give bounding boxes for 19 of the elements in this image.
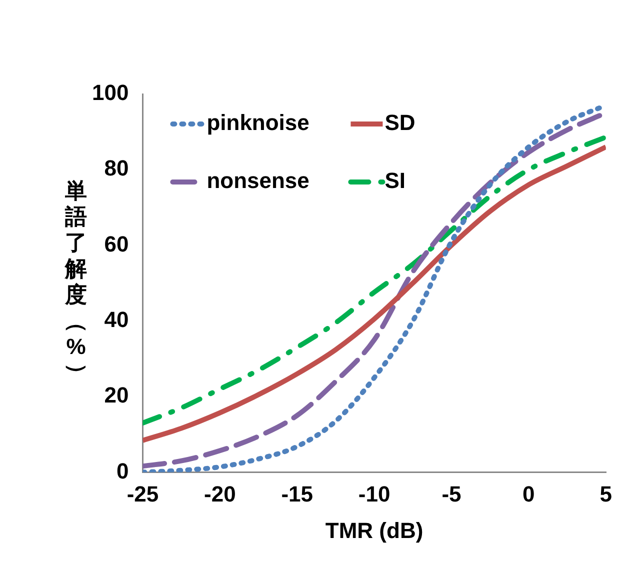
y-tick-label: 40 [104, 306, 129, 332]
x-tick-label: -20 [204, 481, 236, 506]
x-tick-label: 5 [600, 481, 612, 506]
x-tick-label: -25 [126, 481, 159, 506]
x-tick-label: -10 [358, 481, 390, 506]
y-tick-label: 0 [116, 458, 129, 484]
legend-label: pinknoise [206, 110, 310, 136]
y-tick-label: 80 [104, 156, 129, 181]
y-tick-label: 20 [104, 382, 129, 408]
x-tick-label: 0 [522, 481, 535, 506]
legend-label: SI [384, 168, 406, 194]
legend-label: SD [384, 110, 416, 136]
y-axis-title: 単語了解度（%） [64, 178, 90, 386]
y-tick-label: 60 [104, 231, 129, 256]
legend-label: nonsense [206, 168, 310, 194]
x-axis-title: TMR (dB) [325, 518, 424, 543]
y-tick-label: 100 [92, 80, 129, 106]
x-tick-label: -5 [442, 481, 462, 506]
x-tick-label: -15 [281, 481, 313, 506]
